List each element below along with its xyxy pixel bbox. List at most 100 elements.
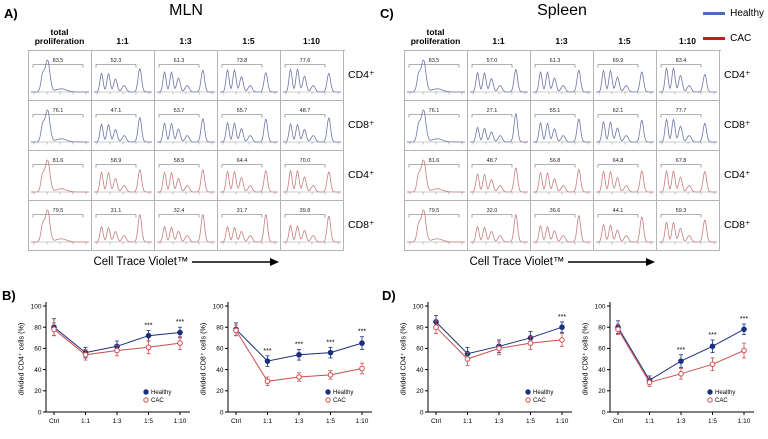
y-tick-label: 100 [595, 303, 606, 310]
row-label: CD8⁺ [724, 119, 751, 131]
significance-label: *** [144, 322, 152, 329]
spleen-xaxis: Cell Trace Violet™ [404, 256, 721, 268]
gate-percentage: 36.6 [550, 208, 561, 214]
histogram-cell: 32.4 [155, 201, 218, 251]
flow-histogram: 83.5 [31, 58, 89, 95]
flow-histogram: 64.4 [220, 158, 278, 195]
flow-histogram: 55.1 [533, 108, 591, 145]
histogram-cell: 56.8 [531, 151, 594, 201]
mln-row-labels: CD4⁺ CD8⁺ CD4⁺ CD8⁺ [348, 50, 375, 250]
y-tick-label: 100 [31, 303, 42, 310]
data-point [678, 358, 684, 364]
column-header: 1:1 [492, 36, 505, 47]
spleen-cd8-line-chart: 0 20 40 60 80 100 Ctrl 1:1 1:3 1:5 1:10 divided CD8… [580, 294, 758, 439]
right-arrow-icon [191, 258, 279, 266]
y-axis-label: divided CD8⁺ cells (%) [199, 323, 208, 396]
legend-marker [707, 389, 713, 395]
y-tick-label: 20 [416, 388, 424, 395]
gate-percentage: 83.5 [429, 58, 440, 64]
histogram-cell: 81.6 [405, 151, 468, 201]
histogram-cell: 81.6 [29, 151, 92, 201]
histogram-cell: 64.8 [594, 151, 657, 201]
y-tick-label: 60 [416, 346, 424, 353]
significance-label: *** [677, 347, 685, 354]
legend-marker [525, 397, 531, 403]
panel-d-label: D) [382, 288, 396, 303]
histogram-curve [157, 169, 215, 193]
flow-histogram: 73.8 [220, 58, 278, 95]
line-chart: 0 20 40 60 80 100 Ctrl 1:1 1:3 1:5 1:10 divided CD4… [17, 302, 190, 425]
spleen-row-labels: CD4⁺ CD8⁺ CD4⁺ CD8⁺ [724, 50, 751, 250]
data-point [177, 329, 183, 336]
gate-percentage: 81.6 [53, 158, 64, 164]
column-header: 1:1 [116, 36, 129, 47]
y-tick-label: 20 [34, 388, 42, 395]
x-tick-label: 1:1 [81, 418, 90, 425]
column-header: 1:3 [179, 36, 192, 47]
gate-percentage: 27.1 [487, 108, 498, 114]
spleen-panel: Spleen total proliferation 1:1 1:3 1:5 1:10 … [378, 2, 754, 268]
data-point [145, 344, 152, 351]
histogram-curve [659, 117, 717, 143]
flow-histogram: 67.8 [659, 158, 717, 195]
histogram-curve [470, 68, 528, 93]
histogram-cell: 83.4 [657, 51, 720, 101]
flow-histogram: 57.0 [470, 58, 528, 95]
gate-percentage: 48.7 [300, 108, 311, 114]
significance-label: *** [326, 339, 334, 346]
histogram-cell: 55.7 [218, 101, 281, 151]
histogram-cell: 77.6 [281, 51, 344, 101]
data-point [264, 378, 271, 385]
histogram-cell: 62.1 [594, 101, 657, 151]
flow-histogram: 55.7 [220, 108, 278, 145]
flow-histogram: 83.4 [659, 58, 717, 95]
y-axis-label: divided CD4⁺ cells (%) [17, 323, 26, 396]
flow-histogram: 44.1 [596, 208, 654, 245]
histogram-curve [596, 69, 654, 93]
y-tick-label: 40 [34, 367, 42, 374]
legend-label: Healthy [333, 390, 353, 396]
gate-percentage: 39.8 [300, 208, 311, 214]
flow-histogram: 36.6 [533, 208, 591, 245]
histogram-cell: 53.7 [155, 101, 218, 151]
column-header: 1:5 [242, 36, 255, 47]
column-header: 1:10 [678, 36, 696, 47]
spleen-cd4-line-chart: 0 20 40 60 80 100 Ctrl 1:1 1:3 1:5 1:10 divided CD4… [398, 294, 576, 439]
histogram-curve [157, 214, 215, 243]
flow-histogram: 31.1 [94, 208, 152, 245]
flow-histogram: 58.9 [94, 158, 152, 195]
histogram-curve [283, 169, 341, 193]
y-tick-label: 80 [34, 325, 42, 332]
flow-histogram: 83.5 [407, 58, 465, 95]
x-tick-label: 1:3 [494, 418, 503, 425]
histogram-cell: 52.3 [92, 51, 155, 101]
flow-histogram: 77.7 [659, 108, 717, 145]
column-header: 1:10 [302, 36, 320, 47]
histogram-cell: 58.9 [92, 151, 155, 201]
mln-title: MLN [169, 2, 203, 19]
column-header: total proliferation [34, 26, 85, 47]
significance-label: *** [740, 316, 748, 323]
data-point [327, 372, 334, 378]
data-point [327, 349, 334, 356]
legend-label: Healthy [715, 390, 735, 396]
y-axis-label: divided CD4⁺ cells (%) [399, 323, 408, 396]
y-tick-label: 100 [413, 303, 424, 310]
histogram-curve [407, 209, 465, 243]
gate-percentage: 83.5 [53, 58, 64, 64]
gate-percentage: 56.8 [550, 158, 561, 164]
mln-xaxis-label: Cell Trace Violet™ [93, 256, 189, 268]
y-axis-label: divided CD8⁺ cells (%) [581, 323, 590, 396]
x-tick-label: 1:1 [263, 418, 272, 425]
gate-percentage: 61.3 [550, 58, 561, 64]
histogram-curve [659, 219, 717, 243]
histogram-cell: 48.7 [281, 101, 344, 151]
histogram-cell: 76.1 [29, 101, 92, 151]
gate-percentage: 55.7 [237, 108, 248, 114]
histogram-cell: 61.3 [155, 51, 218, 101]
x-tick-label: Ctrl [231, 418, 242, 425]
data-point [264, 358, 271, 364]
histogram-cell: 70.0 [281, 151, 344, 201]
significance-label: *** [358, 329, 366, 336]
row-label: CD8⁺ [348, 219, 375, 231]
